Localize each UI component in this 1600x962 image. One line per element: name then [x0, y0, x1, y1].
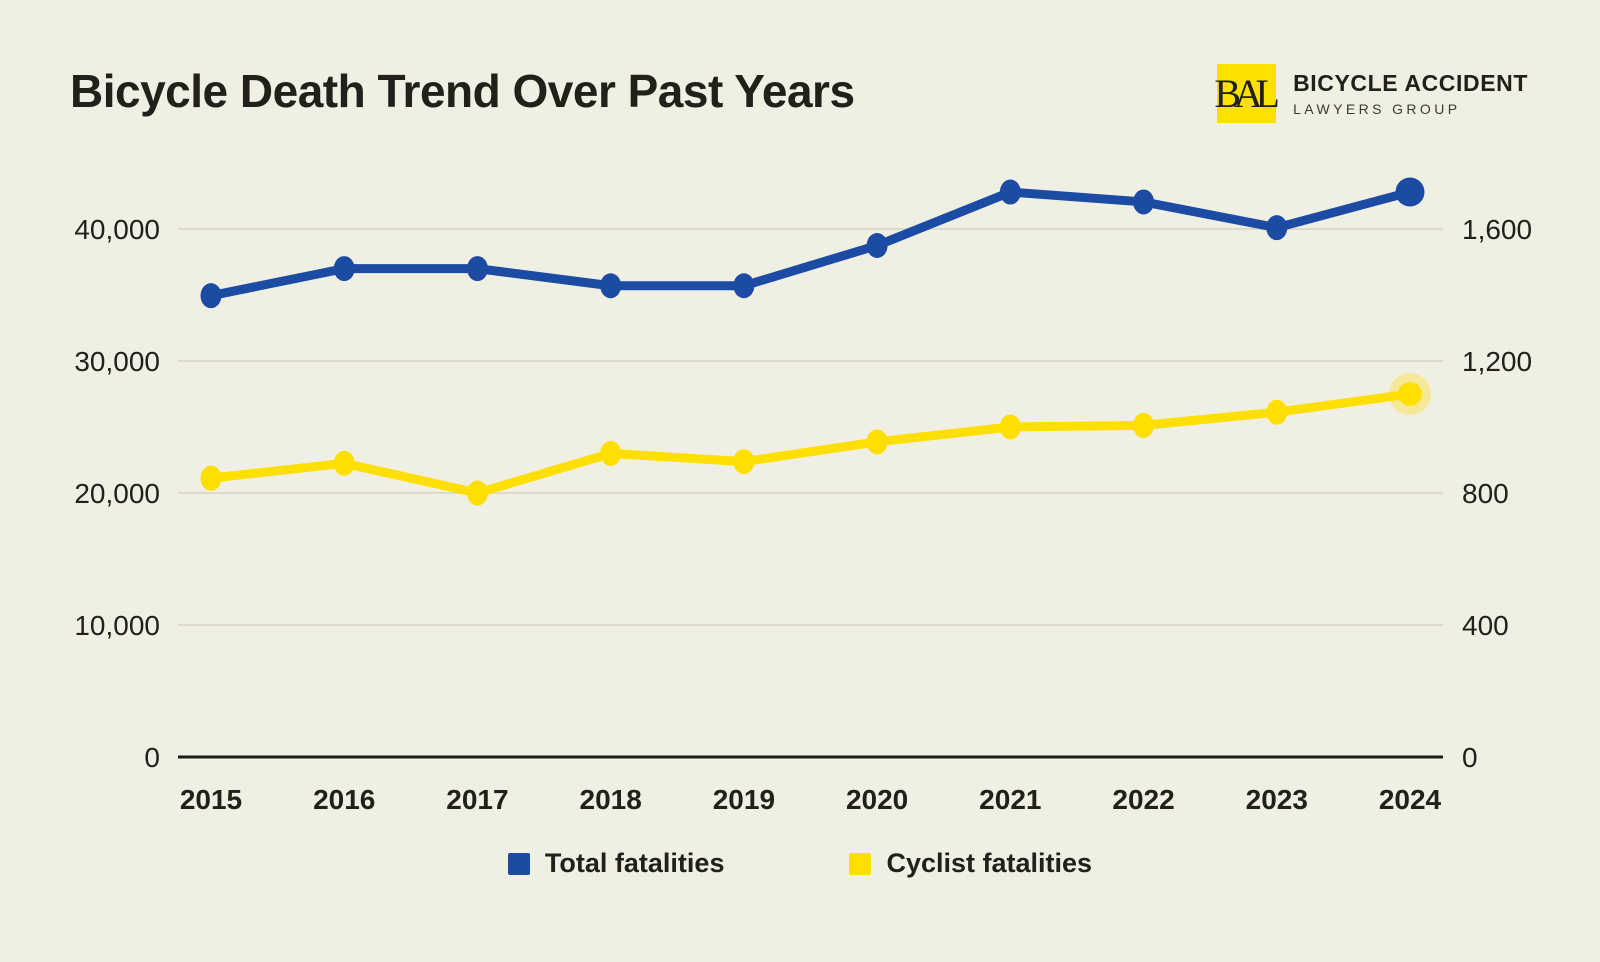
- x-axis-year-label: 2016: [313, 784, 375, 815]
- right-axis-tick-label: 400: [1462, 610, 1509, 641]
- right-axis-tick-label: 1,200: [1462, 346, 1532, 377]
- page-title: Bicycle Death Trend Over Past Years: [70, 65, 855, 117]
- x-axis-year-label: 2015: [180, 784, 242, 815]
- data-point-marker: [733, 273, 755, 299]
- data-point-marker: [333, 256, 355, 282]
- brand-name-block: BICYCLE ACCIDENT LAWYERS GROUP: [1293, 69, 1528, 117]
- brand-name: BICYCLE ACCIDENT: [1293, 69, 1528, 96]
- left-axis-tick-label: 10,000: [74, 610, 160, 641]
- x-axis-year-label: 2021: [979, 784, 1041, 815]
- brand-logo-icon: BAL: [1214, 64, 1280, 123]
- data-point-marker: [333, 450, 355, 476]
- legend-item-total-fatalities: Total fatalities: [507, 848, 725, 879]
- data-point-marker: [999, 179, 1021, 205]
- legend-item-cyclist-fatalities: Cyclist fatalities: [849, 848, 1092, 879]
- data-point-marker: [866, 233, 888, 258]
- legend-label-cyclist: Cyclist fatalities: [886, 848, 1093, 878]
- x-axis-year-label: 2022: [1112, 784, 1174, 815]
- chart-legend: Total fatalities Cyclist fatalities: [0, 848, 1600, 879]
- legend-swatch-total-icon: [507, 852, 530, 875]
- right-axis-tick-label: 1,600: [1462, 214, 1532, 245]
- brand-monogram: BAL: [1214, 70, 1280, 116]
- brand-logo: BAL BICYCLE ACCIDENT LAWYERS GROUP: [1214, 64, 1528, 123]
- data-point-marker: [1133, 189, 1155, 215]
- data-point-marker: [999, 414, 1021, 440]
- left-axis-tick-label: 20,000: [74, 478, 160, 509]
- right-axis-tick-label: 800: [1462, 478, 1509, 509]
- series-line-left: [206, 187, 1415, 301]
- data-point-marker: [1266, 215, 1288, 241]
- legend-swatch-cyclist-icon: [849, 852, 872, 875]
- data-point-marker: [1395, 177, 1425, 207]
- left-axis-tick-label: 0: [144, 742, 160, 773]
- data-point-marker: [1133, 412, 1155, 438]
- series-line-right: [206, 389, 1415, 498]
- x-axis-year-label: 2023: [1246, 784, 1308, 815]
- data-point-marker: [200, 283, 222, 309]
- x-axis-year-label: 2017: [446, 784, 508, 815]
- x-axis-year-label: 2019: [713, 784, 775, 815]
- data-point-marker: [600, 273, 622, 299]
- data-point-marker: [1266, 399, 1288, 425]
- legend-label-total: Total fatalities: [544, 848, 725, 878]
- x-axis-year-label: 2020: [846, 784, 908, 815]
- left-axis-tick-label: 40,000: [74, 214, 160, 245]
- data-point-marker: [466, 480, 488, 506]
- brand-subtitle: LAWYERS GROUP: [1293, 100, 1461, 117]
- x-axis-year-label: 2024: [1379, 784, 1442, 815]
- left-axis-tick-label: 30,000: [74, 346, 160, 377]
- data-point-marker: [733, 449, 755, 475]
- data-point-marker: [200, 465, 222, 491]
- right-axis-tick-label: 0: [1462, 742, 1478, 773]
- data-point-marker: [600, 440, 622, 466]
- data-point-marker: [866, 429, 888, 455]
- data-point-marker: [1398, 382, 1422, 406]
- x-axis-year-label: 2018: [580, 784, 642, 815]
- data-point-marker: [466, 256, 488, 282]
